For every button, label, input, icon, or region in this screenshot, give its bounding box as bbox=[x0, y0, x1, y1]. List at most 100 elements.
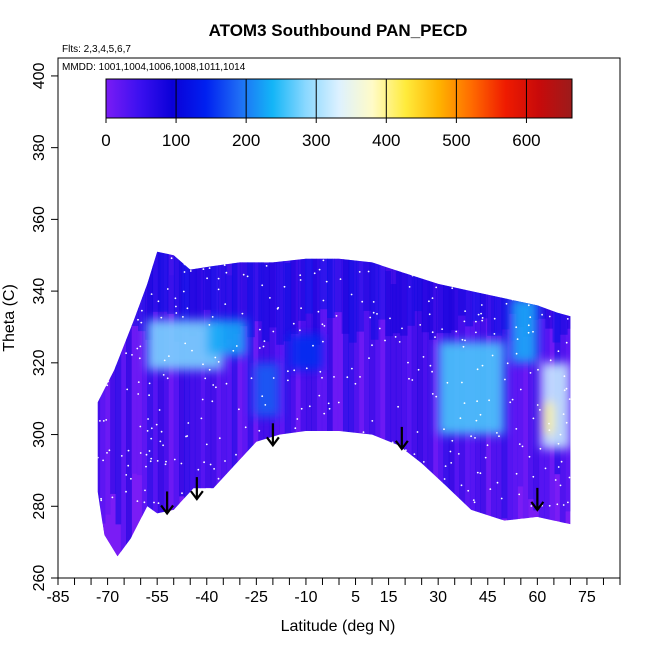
flight-track-point bbox=[175, 312, 178, 314]
flight-track-point bbox=[343, 449, 346, 452]
flight-track-point bbox=[459, 417, 462, 420]
tropopause-arrow bbox=[160, 491, 174, 516]
heatmap-cell bbox=[399, 251, 408, 336]
flight-track-point bbox=[398, 262, 401, 265]
flight-track-point bbox=[269, 297, 271, 299]
flight-track-point bbox=[394, 336, 397, 338]
flight-track-point bbox=[518, 493, 521, 496]
flight-track-point bbox=[299, 488, 302, 491]
flight-track-point bbox=[365, 459, 367, 462]
flight-track-point bbox=[462, 345, 465, 348]
heatmap-cell bbox=[443, 251, 452, 334]
flight-track-point bbox=[256, 479, 259, 481]
flight-track-point bbox=[300, 407, 303, 410]
flight-track-point bbox=[460, 484, 463, 487]
flight-track-point bbox=[313, 272, 316, 275]
flight-track-point bbox=[431, 393, 434, 395]
heatmap-cell bbox=[574, 248, 582, 333]
flight-track-point bbox=[560, 460, 563, 463]
enhanced-region bbox=[543, 402, 554, 435]
heatmap-cell bbox=[407, 251, 415, 326]
flight-track-point bbox=[422, 461, 425, 463]
heatmap-cell bbox=[97, 251, 103, 324]
flight-track-point bbox=[479, 472, 482, 475]
flight-track-point bbox=[324, 503, 327, 505]
heatmap-cell bbox=[512, 251, 519, 557]
flight-track-point bbox=[319, 370, 322, 373]
flight-track-point bbox=[411, 478, 414, 480]
flight-track-point bbox=[122, 283, 124, 286]
flight-track-point bbox=[475, 320, 477, 323]
flight-track-point bbox=[110, 345, 113, 347]
flight-track-point bbox=[444, 465, 447, 467]
flight-track-point bbox=[498, 435, 500, 438]
heatmap-cell bbox=[300, 257, 307, 557]
heatmap-cell bbox=[342, 251, 349, 478]
flight-track-point bbox=[407, 361, 409, 364]
flight-track-point bbox=[376, 504, 379, 507]
heatmap-cell bbox=[417, 251, 423, 536]
heatmap-cell bbox=[337, 251, 344, 530]
flight-track-point bbox=[361, 300, 364, 303]
flight-track-point bbox=[204, 377, 207, 380]
heatmap-cell bbox=[501, 251, 508, 519]
flight-track-point bbox=[259, 328, 261, 331]
flight-track-point bbox=[449, 450, 452, 453]
flight-track-point bbox=[554, 479, 557, 481]
flight-track-point bbox=[327, 431, 330, 434]
heatmap-cell bbox=[436, 251, 444, 334]
flight-track-point bbox=[471, 271, 473, 274]
flight-track-point bbox=[335, 315, 338, 317]
heatmap-cell bbox=[443, 251, 450, 557]
flight-track-point bbox=[431, 297, 434, 299]
flight-track-point bbox=[419, 324, 422, 326]
flight-track-point bbox=[491, 354, 494, 357]
heatmap-cell bbox=[276, 251, 284, 345]
flight-track-point bbox=[464, 339, 466, 342]
flight-track-point bbox=[333, 376, 335, 378]
flight-track-point bbox=[227, 493, 230, 496]
flight-track-point bbox=[467, 489, 470, 492]
flight-track-point bbox=[325, 280, 328, 283]
flight-track-point bbox=[481, 317, 484, 319]
flight-track-point bbox=[100, 497, 102, 500]
flight-track-point bbox=[143, 501, 146, 504]
flight-track-point bbox=[166, 377, 169, 380]
flight-track-point bbox=[203, 461, 206, 464]
flight-track-point bbox=[411, 379, 414, 381]
flight-track-point bbox=[376, 313, 378, 315]
flight-track-point bbox=[331, 437, 334, 440]
heatmap-cell bbox=[231, 251, 238, 519]
flight-track-point bbox=[446, 260, 449, 262]
flight-track-point bbox=[145, 453, 148, 456]
flight-track-point bbox=[479, 413, 482, 416]
heatmap-cell bbox=[305, 251, 314, 314]
flight-track-point bbox=[333, 471, 336, 474]
flight-track-point bbox=[521, 445, 524, 448]
flight-track-point bbox=[306, 462, 309, 464]
heatmap-cell bbox=[353, 251, 360, 484]
flight-track-point bbox=[441, 328, 443, 330]
flight-track-point bbox=[183, 271, 186, 273]
tropopause-arrow bbox=[266, 423, 280, 448]
flight-track-point bbox=[493, 317, 496, 320]
flight-track-point bbox=[480, 304, 483, 306]
flight-track-point bbox=[417, 368, 420, 371]
flight-track-point bbox=[368, 357, 370, 359]
flight-track-point bbox=[104, 296, 107, 299]
heatmap-cell bbox=[422, 251, 429, 524]
flight-track-point bbox=[159, 440, 162, 443]
heatmap-cell bbox=[189, 251, 196, 557]
flight-track-point bbox=[549, 359, 552, 362]
flight-track-point bbox=[408, 377, 410, 380]
flight-track-point bbox=[557, 466, 560, 468]
heatmap-cell bbox=[210, 251, 219, 323]
flight-track-point bbox=[409, 486, 412, 489]
flight-track-point bbox=[416, 431, 419, 433]
flight-track-point bbox=[350, 293, 353, 296]
flight-track-point bbox=[544, 467, 547, 470]
heatmap-cell bbox=[450, 251, 459, 331]
flight-track-point bbox=[208, 368, 211, 371]
flight-track-point bbox=[129, 312, 131, 315]
